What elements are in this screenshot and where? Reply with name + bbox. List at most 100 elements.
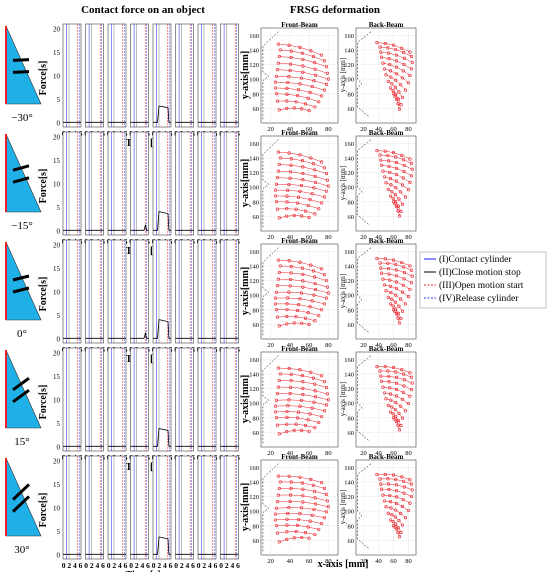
force-y-tick-label: 15 <box>53 265 61 273</box>
deformation-panels: y-axis[mm] y-axis [mm] 60 80 100 120 140 160 20 4… <box>240 21 417 133</box>
beam-point <box>402 56 406 60</box>
beam-point <box>394 312 399 316</box>
beam-point <box>400 368 404 372</box>
y-tick-label: 160 <box>249 33 259 40</box>
beam-point <box>289 372 293 376</box>
beam-title: Back-Beam <box>369 345 404 353</box>
beam-point <box>394 381 399 385</box>
beam-point <box>399 530 403 534</box>
front-y-axis-label: y-axis[mm] <box>240 483 251 531</box>
beam-point <box>275 392 279 396</box>
sensor-icon <box>5 133 42 213</box>
beam-point <box>391 88 395 93</box>
beam-point <box>391 43 396 47</box>
beam-point <box>289 170 293 174</box>
beam-point <box>381 169 385 173</box>
beam-point <box>300 321 304 325</box>
beam-point <box>393 94 397 98</box>
deformation-panels: y-axis[mm] y-axis [mm] 60 80 100 120 140 160 20 4… <box>240 237 417 349</box>
beam-line <box>380 267 413 277</box>
beam-point <box>326 398 330 402</box>
beam-point <box>288 284 292 288</box>
y-tick-label: 60 <box>348 430 355 437</box>
beam-line <box>279 272 327 281</box>
beam-point <box>289 264 293 269</box>
beam-point <box>276 277 280 281</box>
beam-point <box>308 305 312 309</box>
beam-point <box>381 277 385 281</box>
x-tick-label: 60 <box>306 558 313 565</box>
beam-point <box>396 204 400 208</box>
finger-outline <box>262 463 279 552</box>
beam-point <box>273 518 278 522</box>
beam-point <box>379 271 384 275</box>
beam-point <box>301 178 305 182</box>
beam-point <box>298 189 302 193</box>
beam-line <box>278 367 322 376</box>
beam-point <box>313 489 317 493</box>
x-tick-label: 20 <box>267 342 274 349</box>
beam-point <box>401 283 405 287</box>
beam-point <box>383 257 387 261</box>
sensor-triangle <box>5 349 42 429</box>
beam-point <box>278 264 282 268</box>
legend-item-label: (IV)Release cylinder <box>439 293 519 304</box>
beam-point <box>285 99 289 103</box>
beam-point <box>375 41 379 45</box>
force-subplot: 0 2 4 6 <box>129 239 150 354</box>
x-tick-label: 80 <box>325 450 332 457</box>
beam-point <box>386 79 390 83</box>
beam-point <box>313 105 317 109</box>
beam-point <box>300 214 304 218</box>
beam-line <box>277 501 329 508</box>
y-tick-label: 100 <box>344 185 354 192</box>
beam-point <box>391 519 395 524</box>
force-y-axis-label: Force[s] <box>38 169 49 204</box>
beam-point <box>384 73 388 77</box>
force-subplot: 0 2 4 6 <box>62 131 83 246</box>
beam-point <box>285 523 289 527</box>
beam-point <box>406 188 411 192</box>
beam-point <box>289 480 293 484</box>
beam-point <box>322 59 327 63</box>
beam-point <box>382 67 387 71</box>
beam-point <box>391 412 395 416</box>
beam-line <box>384 392 409 404</box>
finger-outline <box>262 247 279 336</box>
force-x-tick-labels: 0 2 4 6 <box>219 561 240 570</box>
sensor-bar <box>12 176 30 184</box>
beam-point <box>386 46 390 50</box>
force-y-axis-label: Force[s] <box>38 385 49 420</box>
beam-point <box>397 428 402 432</box>
beam-point <box>394 160 399 165</box>
force-subplot: 0 2 4 6 <box>84 23 105 138</box>
x-tick-label: 20 <box>360 342 367 349</box>
beam-point <box>314 73 318 77</box>
force-y-tick-label: 20 <box>53 242 61 250</box>
beam-point <box>324 172 329 176</box>
force-subplot: 0 2 4 6 <box>62 455 83 570</box>
beam-point <box>381 61 385 65</box>
beam-point <box>408 478 412 482</box>
x-tick-label: 20 <box>267 234 274 241</box>
beam-point <box>274 506 279 510</box>
y-tick-label: 140 <box>344 371 354 378</box>
beam-point <box>390 297 394 301</box>
x-tick-label: 80 <box>405 342 412 349</box>
beam-line <box>385 290 406 305</box>
force-y-axis-label: Force[s] <box>38 61 49 96</box>
sensor-icon <box>5 241 42 321</box>
beam-line <box>278 43 322 56</box>
beam-point <box>303 423 308 428</box>
y-tick-label: 60 <box>253 106 260 113</box>
x-tick-label: 40 <box>375 126 382 133</box>
y-tick-label: 80 <box>253 415 260 422</box>
beam-line <box>276 291 327 299</box>
beam-point <box>378 261 382 265</box>
beam-line <box>278 494 328 502</box>
force-y-tick-label: 0 <box>57 227 61 235</box>
beam-point <box>308 197 312 202</box>
